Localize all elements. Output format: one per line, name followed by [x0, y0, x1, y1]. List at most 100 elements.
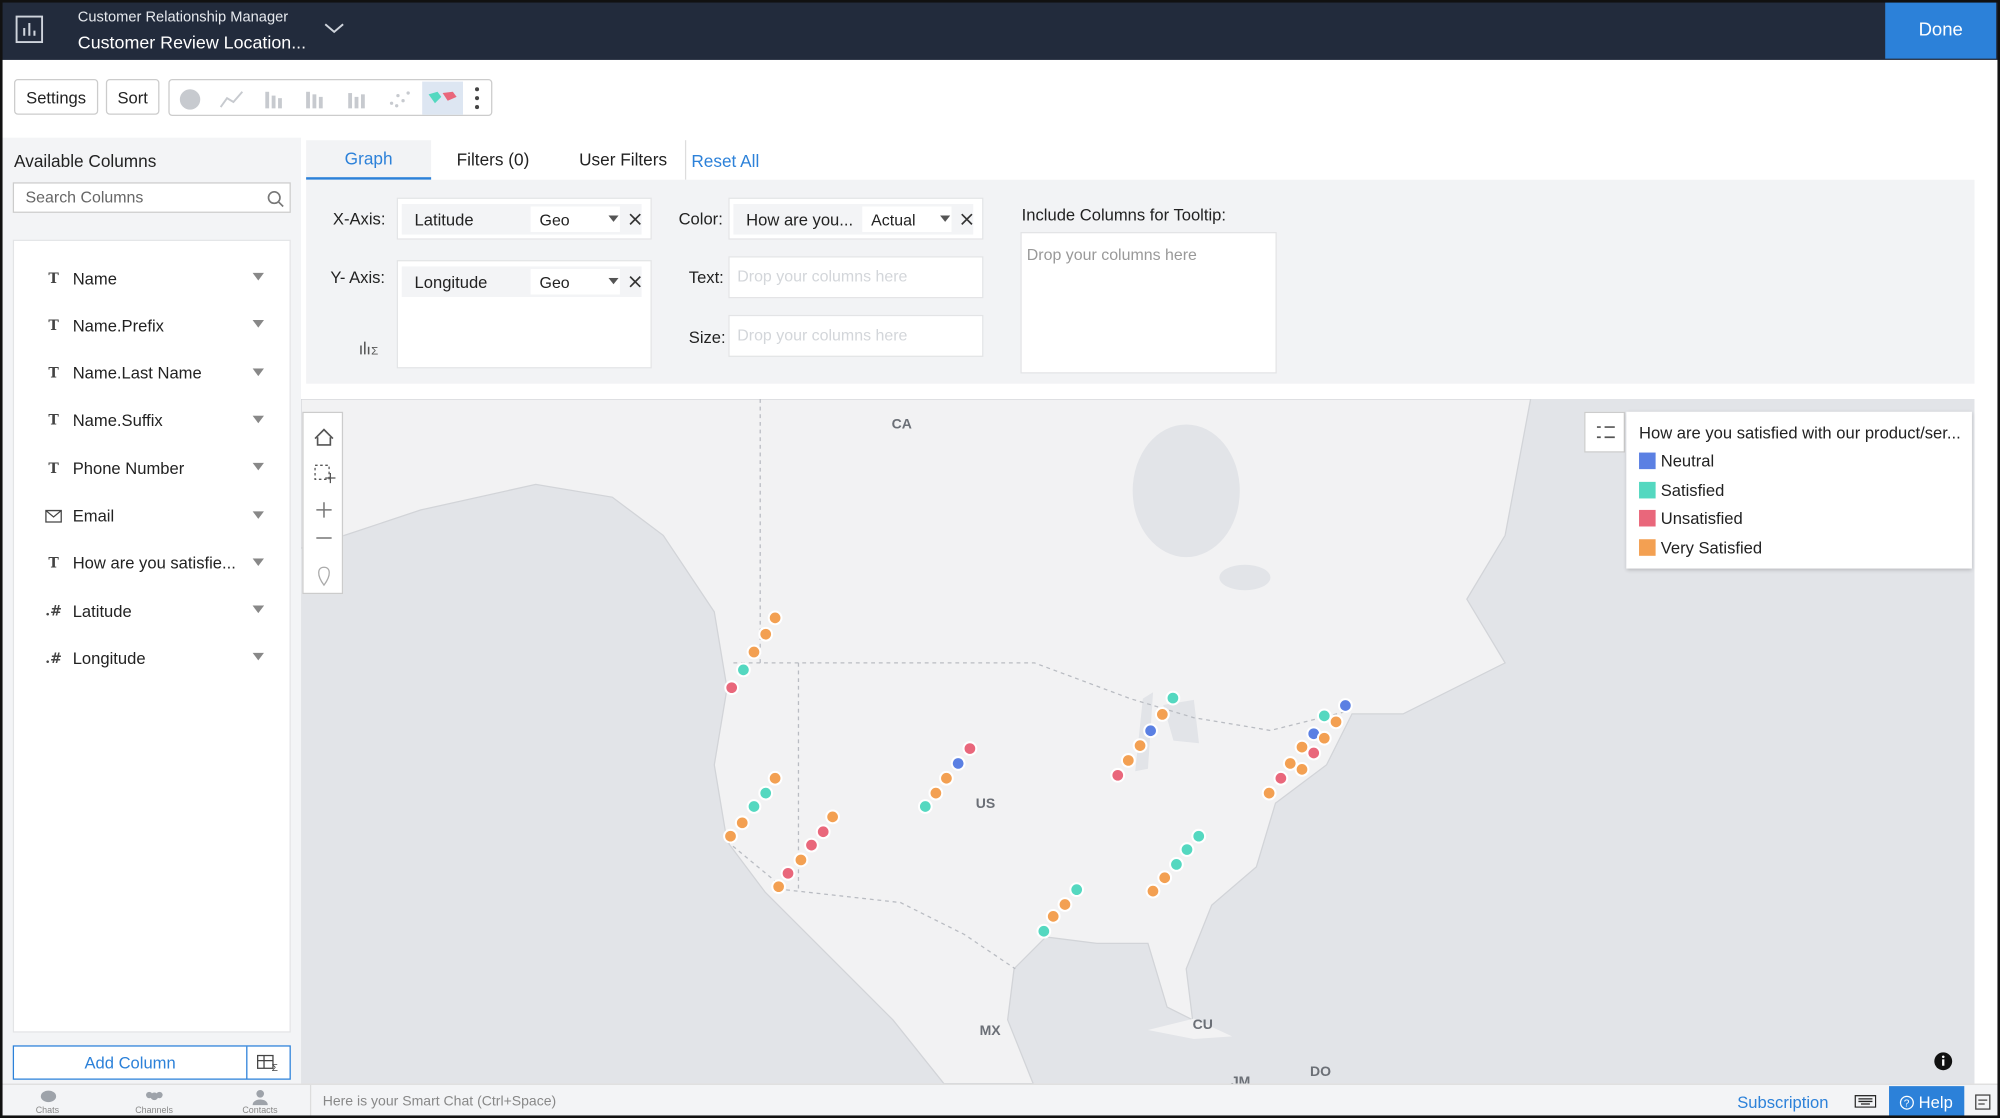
location-point[interactable] — [1157, 870, 1173, 886]
search-input[interactable]: Search Columns — [12, 182, 291, 213]
location-point[interactable] — [746, 799, 762, 814]
column-caret[interactable] — [252, 510, 265, 520]
color-field[interactable]: How are you... Actual — [728, 197, 984, 240]
location-point[interactable] — [1294, 761, 1310, 777]
location-point[interactable] — [1036, 923, 1052, 939]
location-point[interactable] — [771, 879, 787, 895]
add-column-icon[interactable]: Σ — [256, 1054, 279, 1072]
location-point[interactable] — [1316, 730, 1332, 746]
location-point[interactable] — [950, 756, 966, 771]
location-point[interactable] — [793, 852, 809, 868]
location-point[interactable] — [1306, 745, 1322, 761]
column-caret[interactable] — [252, 558, 265, 567]
sort-button[interactable]: Sort — [105, 79, 160, 115]
location-point[interactable] — [939, 770, 954, 786]
aggregate-icon[interactable]: Σ — [358, 338, 384, 356]
location-point[interactable] — [962, 741, 978, 756]
column-item[interactable]: T How are you satisfie... — [14, 544, 292, 582]
location-point[interactable] — [1169, 857, 1184, 872]
location-point[interactable] — [1316, 708, 1332, 724]
location-point[interactable] — [1120, 753, 1136, 768]
location-point[interactable] — [767, 610, 783, 626]
location-point[interactable] — [746, 644, 762, 660]
legend-label[interactable]: Satisfied — [1660, 479, 1725, 500]
legend-label[interactable]: Unsatisfied — [1660, 508, 1743, 528]
location-point[interactable] — [1338, 698, 1353, 713]
location-point[interactable] — [736, 662, 751, 678]
location-point[interactable] — [724, 680, 740, 696]
add-column-button[interactable]: Add Column — [14, 1046, 248, 1079]
column-caret[interactable] — [252, 272, 265, 282]
color-func-box[interactable] — [862, 206, 952, 233]
location-point[interactable] — [1328, 714, 1344, 730]
location-point[interactable] — [1165, 690, 1181, 706]
column-caret[interactable] — [252, 605, 265, 615]
remove-icon[interactable] — [960, 213, 973, 226]
location-point[interactable] — [1154, 707, 1170, 722]
column-caret[interactable] — [252, 415, 265, 424]
smart-chat-input[interactable]: Here is your Smart Chat (Ctrl+Space) — [322, 1093, 557, 1110]
location-point[interactable] — [1273, 770, 1289, 786]
column-item[interactable]: Email — [14, 497, 292, 535]
legend-label[interactable]: Very Satisfied — [1660, 537, 1763, 557]
location-point[interactable] — [1294, 739, 1310, 755]
location-point[interactable] — [804, 837, 819, 853]
column-caret[interactable] — [252, 462, 265, 472]
tooltip-field[interactable]: Drop your columns here — [1020, 232, 1277, 374]
column-item[interactable]: T Phone Number — [14, 449, 292, 487]
column-item[interactable]: T Name — [14, 259, 292, 297]
column-caret[interactable] — [252, 367, 265, 377]
contacts-label[interactable]: Contacts — [242, 1106, 278, 1116]
location-point[interactable] — [1145, 883, 1161, 899]
text-field[interactable]: Drop your columns here — [728, 256, 984, 299]
size-field[interactable]: Drop your columns here — [728, 314, 984, 357]
location-point[interactable] — [1132, 738, 1148, 753]
location-point[interactable] — [917, 799, 933, 814]
legend-toggle[interactable] — [1584, 411, 1625, 453]
chart-type-icons[interactable] — [170, 80, 494, 116]
tab-filters[interactable]: Filters (0) — [456, 150, 530, 170]
help-button[interactable]: Help — [1889, 1086, 1965, 1118]
location-point[interactable] — [1069, 882, 1085, 898]
location-point[interactable] — [1191, 828, 1207, 844]
x-axis-field[interactable]: Latitude Geo — [396, 197, 652, 240]
done-button[interactable]: Done — [1885, 2, 1997, 59]
channels-label[interactable]: Channels — [135, 1106, 173, 1116]
tab-user-filters[interactable]: User Filters — [579, 150, 668, 170]
location-point[interactable] — [758, 785, 774, 801]
location-point[interactable] — [780, 865, 796, 881]
location-point[interactable] — [928, 785, 944, 801]
location-point[interactable] — [1057, 897, 1073, 912]
location-point[interactable] — [825, 809, 840, 825]
reset-all-link[interactable]: Reset All — [691, 151, 760, 171]
notes-icon[interactable] — [1974, 1094, 1991, 1111]
column-item[interactable]: .# Latitude — [14, 592, 292, 630]
location-point[interactable] — [815, 824, 831, 840]
location-point[interactable] — [1282, 756, 1298, 771]
column-caret[interactable] — [252, 320, 265, 329]
column-item[interactable]: .# Longitude — [14, 639, 292, 677]
column-item[interactable]: T Name.Prefix — [14, 306, 292, 344]
subscription-link[interactable]: Subscription — [1737, 1092, 1829, 1112]
y-axis-func-box[interactable] — [530, 268, 620, 295]
location-point[interactable] — [1143, 723, 1159, 739]
info-icon[interactable] — [1934, 1052, 1953, 1071]
location-point[interactable] — [767, 770, 783, 786]
column-item[interactable]: T Name.Suffix — [14, 401, 292, 439]
location-point[interactable] — [1179, 842, 1195, 857]
remove-icon[interactable] — [629, 275, 642, 288]
report-title[interactable]: Customer Review Location... — [77, 31, 307, 53]
tab-graph[interactable]: Graph — [306, 140, 432, 180]
keyboard-icon[interactable] — [1854, 1095, 1877, 1108]
location-point[interactable] — [1110, 767, 1126, 783]
location-point[interactable] — [734, 815, 750, 831]
legend-label[interactable]: Neutral — [1660, 451, 1715, 471]
location-point[interactable] — [723, 828, 738, 844]
x-axis-func-box[interactable] — [530, 206, 620, 233]
y-axis-field[interactable]: Longitude Geo — [396, 260, 652, 369]
location-point[interactable] — [1261, 785, 1277, 801]
title-dropdown[interactable] — [324, 22, 344, 35]
location-point[interactable] — [1045, 908, 1061, 924]
remove-icon[interactable] — [629, 213, 642, 226]
chats-label[interactable]: Chats — [35, 1106, 60, 1116]
